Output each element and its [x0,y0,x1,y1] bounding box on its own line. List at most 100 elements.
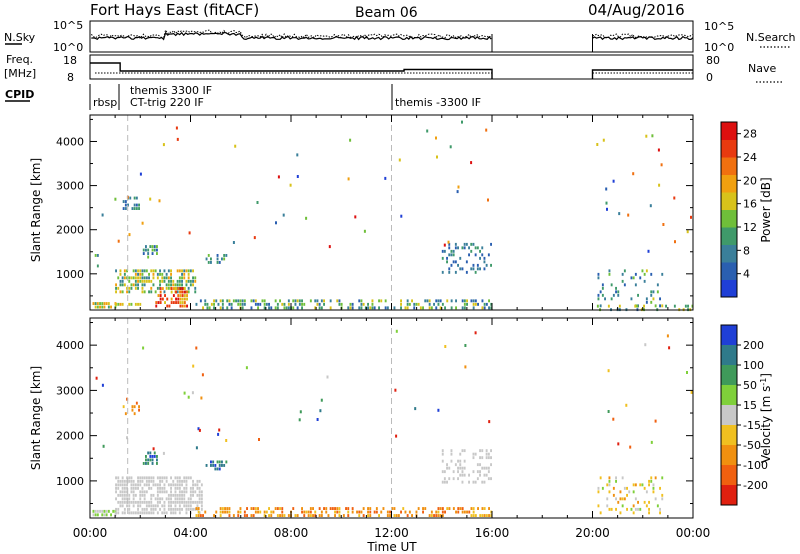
range-cell [156,252,158,255]
range-cell [479,470,481,474]
range-cell [604,297,606,301]
range-cell [490,514,493,517]
range-cell [450,452,453,456]
range-cell [468,473,470,477]
range-cell [177,297,180,301]
range-cell [142,346,145,350]
range-cell [165,511,168,515]
range-cell [174,511,177,515]
range-cell [126,286,128,290]
range-cell [165,286,168,290]
range-cell [389,510,391,514]
range-cell [110,305,112,309]
range-cell [628,490,631,494]
range-cell [174,483,177,487]
range-cell [652,290,655,294]
range-cell [230,302,233,306]
colorbar-tick-label: 16 [743,198,757,211]
range-cell [159,500,161,504]
range-cell [177,294,180,297]
range-cell [178,486,181,490]
range-cell [174,504,177,508]
range-cell [166,297,169,301]
range-cell [274,507,277,510]
range-cell [134,302,137,306]
range-cell [389,514,391,517]
range-cell [296,175,299,178]
range-cell [128,233,131,237]
range-cell [362,507,365,510]
x-tick-label: 16:00 [475,526,510,540]
range-cell [490,456,492,460]
range-cell [183,493,186,497]
range-cell [629,445,632,449]
range-cell [210,460,212,464]
range-cell [457,246,459,250]
range-cell [130,490,133,494]
range-cell [610,283,613,287]
range-cell [117,486,120,490]
range-cell [360,299,363,303]
range-cell [439,507,442,510]
range-cell [351,302,354,306]
range-cell [115,302,117,306]
range-cell [205,464,208,467]
range-cell [358,299,361,303]
range-cell [364,306,367,310]
range-cell [691,304,694,308]
range-cell [483,507,486,510]
range-cell [197,510,200,514]
range-cell [327,514,330,517]
range-cell [294,514,297,517]
range-cell [151,245,154,248]
range-cell [608,272,611,276]
range-cell [225,460,228,464]
range-cell [652,297,655,301]
range-cell [454,270,457,274]
range-cell [239,299,242,303]
colorbar-tick-label: 20 [743,174,757,187]
colorbar-tick-label: -50 [743,439,761,452]
range-cell [115,490,117,494]
range-cell [145,279,148,283]
range-cell [137,507,139,511]
range-cell [194,286,197,290]
range-cell [257,306,259,310]
range-cell [686,371,688,374]
range-cell [121,483,124,487]
range-cell [468,480,470,484]
range-cell [474,452,477,456]
range-cell [199,299,202,303]
x-tick-label: 12:00 [374,526,409,540]
range-cell [148,483,150,487]
range-cell [131,405,134,409]
range-cell [179,290,182,294]
range-cell [608,269,611,273]
range-cell [488,420,491,424]
range-cell [476,470,479,474]
range-cell [393,306,396,310]
range-cell [659,297,661,301]
range-cell [645,300,648,304]
range-cell [196,500,199,504]
range-cell [126,397,129,401]
range-cell [179,304,182,308]
range-cell [448,477,451,481]
range-cell [156,511,159,515]
range-cell [454,260,457,264]
range-cell [472,470,475,474]
range-cell [626,493,628,497]
range-cell [119,479,122,483]
range-cell [172,294,175,297]
range-cell [446,466,448,470]
range-cell [129,196,132,200]
range-cell [152,272,155,276]
range-cell [268,302,270,306]
range-cell [380,299,383,303]
range-cell [154,290,157,294]
range-cell [661,476,664,480]
range-cell [212,460,215,464]
range-cell [490,242,492,246]
range-cell [123,479,126,483]
